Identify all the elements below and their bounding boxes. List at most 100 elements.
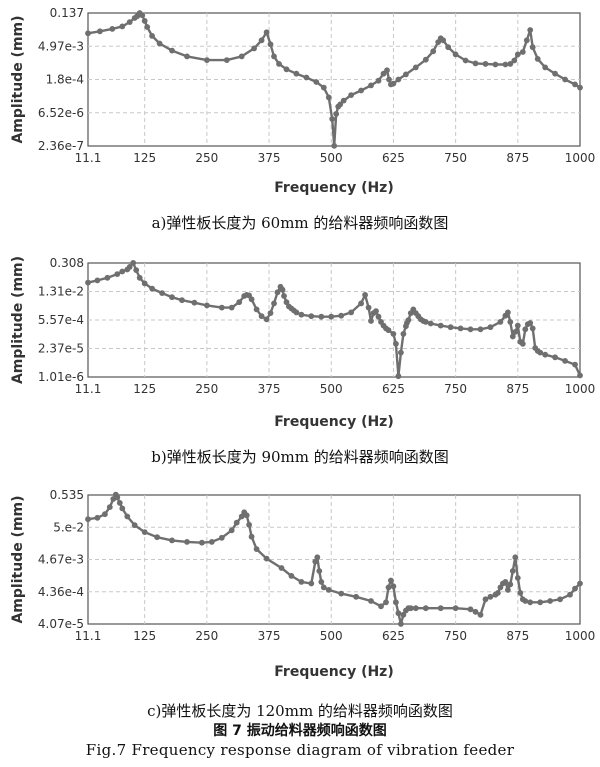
data-point [395, 373, 402, 380]
data-point [328, 313, 335, 320]
data-point [497, 319, 504, 325]
figure-caption-en: Fig.7 Frequency response diagram of vibr… [85, 741, 515, 759]
x-tick-label: 375 [258, 629, 281, 643]
y-tick-label: 1.31e-2 [38, 285, 84, 299]
data-point [412, 605, 419, 612]
x-tick-label: 875 [506, 629, 529, 643]
data-point [313, 79, 320, 85]
data-point [133, 267, 140, 273]
data-point [267, 41, 274, 48]
data-point [519, 49, 526, 55]
data-point [395, 76, 402, 83]
data-point [562, 358, 568, 364]
data-point [537, 349, 544, 356]
data-point [281, 293, 287, 299]
data-point [318, 579, 325, 585]
data-point [577, 372, 583, 379]
data-point [320, 84, 327, 91]
data-point [340, 97, 347, 104]
data-point [477, 611, 484, 618]
data-point [522, 326, 529, 333]
data-point [85, 279, 91, 286]
chart-b-caption: b)弹性板长度为 90mm 的给料器频响函数图 [151, 448, 449, 466]
data-point [577, 84, 583, 91]
data-point [527, 320, 534, 326]
data-point [338, 312, 345, 319]
data-point [263, 555, 270, 562]
data-point [208, 539, 215, 545]
data-point [314, 554, 321, 561]
data-point [393, 340, 399, 347]
data-point [156, 40, 163, 47]
data-point [527, 27, 534, 33]
data-point [412, 64, 419, 71]
data-point [228, 304, 235, 311]
data-point [519, 340, 526, 347]
data-point [572, 361, 578, 368]
data-point [288, 573, 295, 579]
data-point [405, 317, 412, 323]
data-point [298, 579, 305, 585]
data-point [529, 325, 536, 332]
data-point [437, 322, 444, 329]
x-tick-label: 875 [506, 382, 529, 396]
data-point [512, 554, 519, 561]
x-tick-label: 750 [444, 151, 467, 165]
x-tick-label: 750 [444, 629, 467, 643]
data-point [238, 513, 245, 520]
data-point [529, 44, 536, 51]
data-point [348, 92, 354, 98]
x-tick-label: 11.1 [75, 382, 102, 396]
y-tick-label: 6.52e-6 [38, 106, 84, 120]
data-point [308, 313, 315, 320]
data-point [383, 599, 389, 606]
data-point [514, 322, 521, 329]
data-point [388, 577, 394, 584]
data-point [368, 82, 374, 89]
data-point [263, 29, 270, 36]
data-point [400, 331, 407, 337]
data-point [517, 590, 524, 596]
x-tick-label: 375 [258, 382, 281, 396]
data-point [527, 599, 534, 606]
x-tick-label: 1000 [565, 382, 596, 396]
y-axis-label: Amplitude (mm) [10, 495, 26, 623]
data-point [385, 327, 392, 334]
data-point [482, 596, 489, 603]
data-point [384, 67, 390, 74]
data-point [258, 37, 265, 44]
data-point [104, 274, 111, 281]
data-point [293, 70, 300, 77]
data-point [407, 605, 414, 612]
data-point [542, 351, 549, 358]
data-point [271, 53, 277, 60]
data-point [502, 61, 509, 68]
data-point [577, 580, 583, 587]
x-tick-label: 750 [444, 382, 467, 396]
data-point [462, 57, 469, 64]
data-point [119, 268, 126, 275]
data-point [154, 534, 161, 541]
data-point [365, 304, 372, 311]
data-point [116, 500, 123, 506]
data-point [131, 522, 138, 529]
data-point [298, 311, 305, 318]
data-point [283, 299, 290, 306]
data-point [251, 45, 257, 52]
data-point [204, 302, 210, 309]
data-point [144, 24, 151, 30]
data-point [141, 280, 148, 287]
data-point [472, 608, 479, 615]
data-point [505, 587, 511, 593]
data-point [279, 286, 286, 293]
x-tick-label: 11.1 [75, 629, 102, 643]
chart-c: 11.1 125 250 375 500 625 750 875 1000 0.535 5.e-2 4… [10, 488, 595, 680]
data-point [378, 603, 384, 610]
data-point [85, 30, 91, 37]
data-point [236, 299, 243, 306]
data-point [437, 605, 444, 612]
data-point [502, 579, 509, 585]
x-tick-label: 625 [382, 151, 405, 165]
x-tick-label: 500 [320, 382, 343, 396]
data-point [114, 494, 121, 501]
